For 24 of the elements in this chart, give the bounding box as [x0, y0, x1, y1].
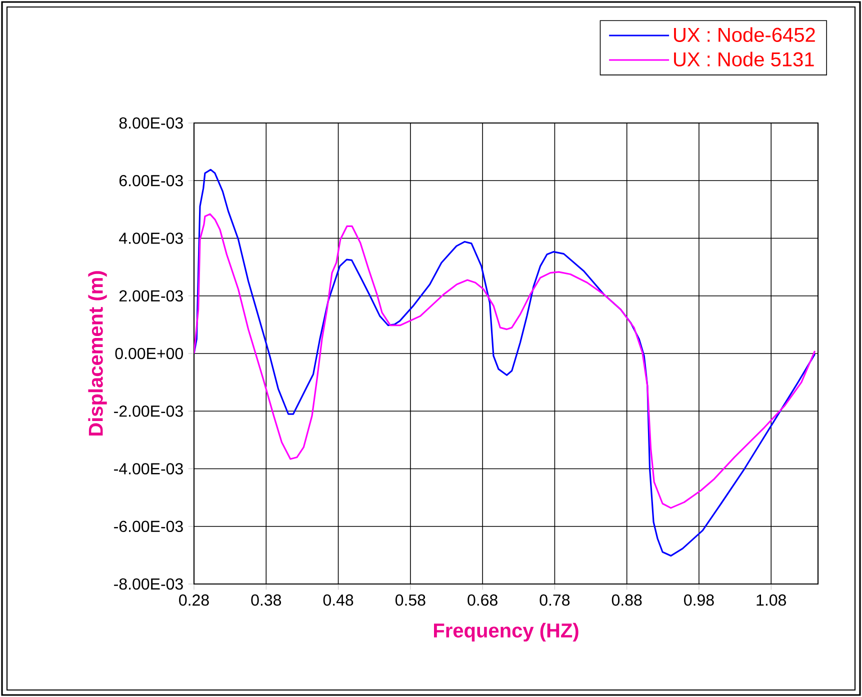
y-axis-title: Displacement (m) — [88, 271, 107, 436]
y-tick-label: 4.00E-03 — [119, 232, 183, 244]
y-tick-label: -2.00E-03 — [114, 405, 183, 417]
y-tick-label: -4.00E-03 — [114, 463, 183, 474]
x-tick-label: 1.08 — [756, 594, 786, 606]
y-tick-label: 8.00E-03 — [119, 117, 183, 129]
x-tick-label: 0.48 — [323, 594, 354, 606]
y-tick-label: -8.00E-03 — [114, 578, 183, 590]
x-tick-label: 0.68 — [468, 594, 498, 606]
x-tick-label: 0.28 — [179, 594, 209, 606]
y-tick-label: -6.00E-03 — [114, 520, 183, 532]
line-series — [194, 213, 816, 509]
x-tick-label: 0.78 — [540, 594, 570, 606]
y-tick-label: 0.00E+00 — [115, 348, 183, 360]
line-series — [194, 168, 816, 557]
x-axis-title: Frequency (HZ) — [434, 622, 578, 642]
y-tick-label: 6.00E-03 — [119, 174, 183, 186]
legend-label: UX : Node 5131 — [674, 52, 814, 66]
x-tick-label: 0.38 — [251, 594, 282, 606]
legend-label: UX : Node-6452 — [674, 27, 815, 42]
x-tick-label: 0.58 — [395, 594, 426, 606]
x-tick-label: 0.88 — [612, 594, 642, 606]
y-tick-label: 2.00E-03 — [119, 290, 183, 302]
x-tick-label: 0.98 — [684, 594, 714, 606]
